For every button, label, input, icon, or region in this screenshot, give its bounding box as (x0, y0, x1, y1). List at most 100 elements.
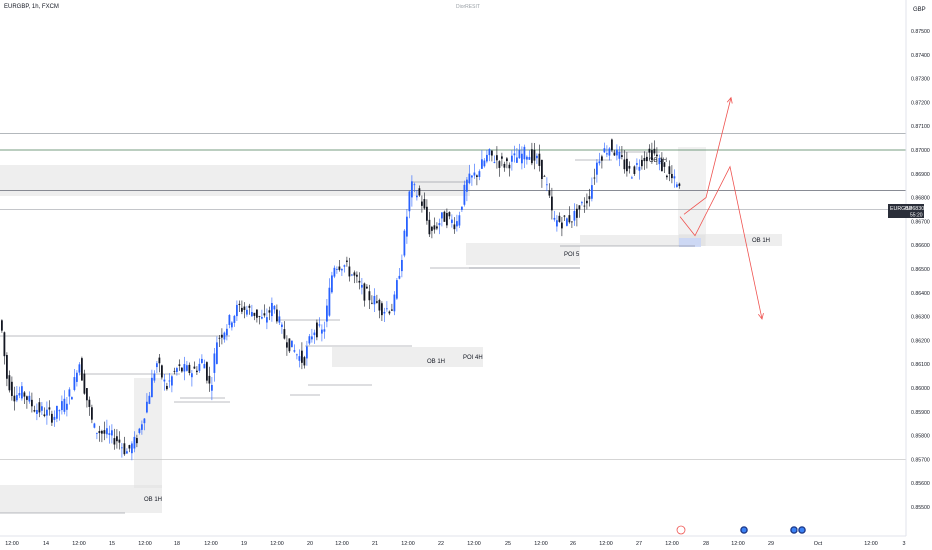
candle-body (453, 224, 456, 230)
time-tick-label: 12:00 (864, 541, 878, 547)
candle-body (193, 366, 196, 369)
candle-body (273, 305, 276, 310)
candle-body (358, 280, 361, 283)
candle-body (558, 215, 561, 222)
candle-body (341, 269, 343, 271)
candle-body (253, 312, 256, 316)
candle-body (78, 364, 81, 373)
candle-body (263, 313, 266, 316)
candle-body (208, 375, 211, 384)
candle-body (8, 375, 11, 391)
time-tick-label: 12:00 (5, 541, 19, 547)
time-tick-label: 15 (109, 541, 115, 547)
candle-body (521, 153, 523, 164)
candle-body (593, 177, 596, 179)
price-tag-countdown: 55:20 (910, 213, 923, 219)
candle-body (666, 175, 668, 178)
watermark-text: DiorRESIT (456, 4, 480, 10)
candle-body (196, 370, 198, 373)
supply-demand-zone (466, 243, 580, 265)
candle-body (331, 275, 333, 293)
candle-body (363, 283, 366, 301)
time-tick-label: 3 (903, 541, 906, 547)
time-tick-label: 12:00 (138, 541, 152, 547)
candle-body (458, 215, 461, 226)
candle-body (353, 272, 356, 276)
price-tag: EURGBP 0.86830 55:20 (888, 204, 924, 219)
candle-body (288, 338, 291, 352)
candle-body (483, 160, 486, 167)
candle-body (551, 196, 553, 211)
candle-body (98, 430, 101, 434)
candle-body (128, 445, 131, 449)
candle-body (103, 430, 106, 434)
candle-body (513, 153, 516, 156)
zone-label-poi-5: POI 5 (564, 252, 580, 258)
candle-body (476, 175, 478, 177)
candle-body (343, 265, 346, 267)
zone-label-ob-1: OB 1H (144, 497, 162, 503)
candle-body (446, 213, 448, 226)
projection-arrow-path (679, 165, 763, 320)
candle-body (586, 200, 588, 204)
supply-demand-zone (0, 485, 162, 513)
candle-body (606, 153, 608, 155)
event-markers-layer[interactable] (676, 525, 807, 535)
event-marker-earnings-icon[interactable] (676, 525, 686, 535)
candle-body (541, 159, 543, 180)
time-axis[interactable]: 12:00 14 12:00 15 12:00 18 12:00 19 12:00 20 12:00… (0, 535, 906, 547)
candle-body (643, 157, 646, 162)
price-tick-label: 0.87300 (911, 77, 930, 83)
candle-body (466, 179, 468, 192)
candle-body (616, 149, 618, 156)
candle-body (511, 155, 513, 162)
candle-body (601, 156, 603, 161)
zones-layer (0, 147, 782, 513)
event-marker-inner-icon (741, 527, 747, 533)
candle-body (468, 173, 471, 184)
candle-body (633, 166, 636, 174)
projection-arrows-layer (679, 96, 764, 320)
candle-body (641, 159, 643, 167)
candle-body (456, 221, 458, 227)
candle-body (233, 315, 236, 323)
price-tick-label: 0.85500 (911, 505, 930, 511)
candle-body (108, 433, 111, 435)
price-tick-label: 0.85600 (911, 481, 930, 487)
candle-body (156, 363, 158, 368)
candle-body (418, 188, 421, 196)
candle-body (226, 328, 228, 336)
candle-body (268, 310, 271, 313)
candle-body (178, 364, 181, 366)
candle-body (578, 205, 581, 210)
candle-body (508, 164, 511, 169)
candle-body (373, 295, 376, 305)
candle-body (406, 216, 408, 237)
candle-body (651, 150, 653, 161)
candle-body (56, 405, 58, 419)
candle-body (583, 205, 586, 207)
candle-body (61, 401, 63, 411)
candle-body (573, 211, 576, 221)
candle-body (433, 225, 436, 230)
candle-body (243, 306, 246, 310)
candle-body (121, 447, 123, 449)
price-tick-label: 0.86900 (911, 172, 930, 178)
candle-body (281, 324, 283, 327)
price-axis[interactable]: 0.87500 0.87400 0.87300 0.87200 0.87100 0.870… (905, 0, 930, 536)
time-tick-label: 18 (174, 541, 180, 547)
candle-body (473, 172, 476, 176)
candle-body (28, 395, 31, 402)
candle-body (241, 307, 243, 312)
zone-label-ob-3: OB 1H (649, 158, 667, 164)
candle-body (18, 392, 21, 396)
candle-body (236, 304, 238, 317)
candle-body (533, 149, 536, 161)
candle-body (96, 432, 98, 434)
candle-body (656, 154, 658, 157)
time-tick-label: 12:00 (204, 541, 218, 547)
candle-body (26, 396, 28, 400)
event-marker-inner-icon (791, 527, 797, 533)
supply-demand-zone (679, 234, 782, 246)
